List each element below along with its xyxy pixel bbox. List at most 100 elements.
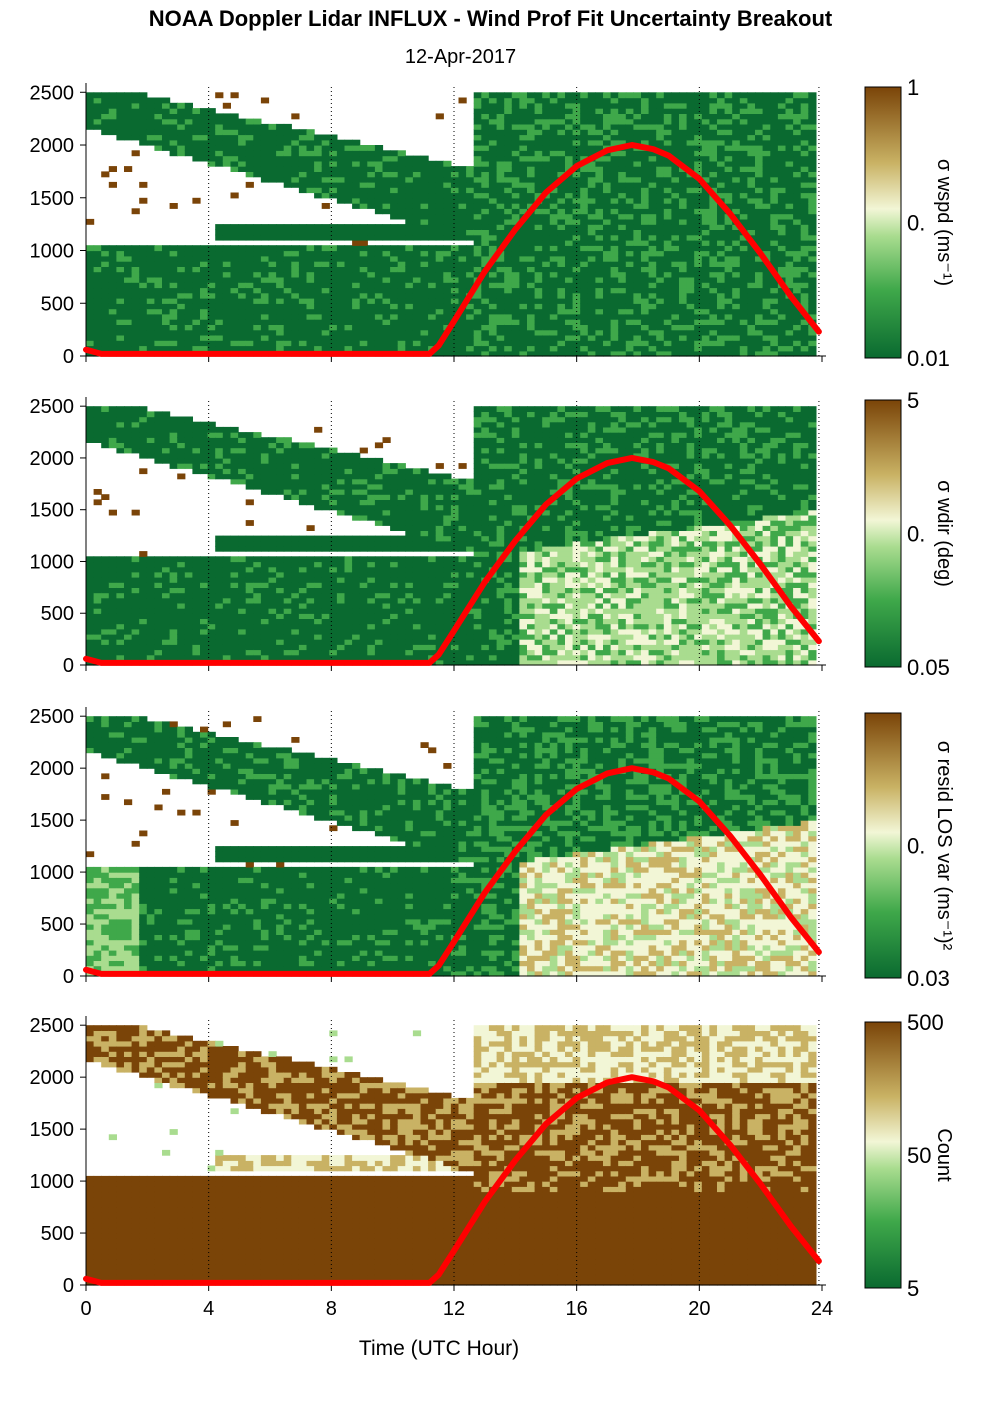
heatmap-cell — [732, 334, 741, 341]
heatmap-cell — [679, 176, 688, 183]
heatmap-cell — [458, 287, 467, 294]
heatmap-cell — [603, 192, 612, 199]
heatmap-cell — [633, 292, 642, 299]
heatmap-cell — [679, 208, 688, 215]
heatmap-cell — [306, 181, 315, 188]
heatmap-cell — [504, 308, 513, 315]
heatmap-cell — [260, 473, 270, 480]
heatmap-cell — [572, 139, 581, 146]
heatmap-cell — [268, 577, 277, 583]
heatmap-cell — [169, 457, 178, 464]
heatmap-cell — [359, 334, 368, 341]
heatmap-cell — [283, 602, 292, 609]
heatmap-cell — [382, 208, 391, 215]
heatmap-cell — [276, 329, 285, 336]
heatmap-cell — [625, 340, 634, 347]
heatmap-cell — [260, 618, 270, 625]
heatmap-cell — [679, 255, 688, 262]
heatmap-cell — [344, 255, 353, 262]
heatmap-cell — [86, 324, 95, 331]
heatmap-cell — [222, 145, 231, 151]
heatmap-cell — [488, 187, 498, 194]
heatmap-cell — [625, 303, 634, 310]
heatmap-cell — [420, 303, 429, 310]
heatmap-cell — [739, 218, 748, 225]
heatmap-cell — [169, 308, 178, 315]
heatmap-cell — [618, 266, 627, 273]
heatmap-cell — [139, 613, 148, 619]
heatmap-cell — [481, 92, 490, 99]
heatmap-cell — [184, 587, 193, 594]
heatmap-cell — [154, 345, 163, 352]
heatmap-cell — [686, 218, 695, 225]
heatmap-cell — [542, 166, 551, 172]
heatmap-cell — [86, 303, 95, 310]
heatmap-cell — [466, 181, 475, 188]
heatmap-cell — [701, 319, 710, 325]
heatmap-cell — [519, 298, 528, 304]
heatmap-cell — [268, 457, 277, 464]
heatmap-cell — [504, 271, 513, 278]
heatmap-cell — [785, 113, 794, 120]
heatmap-cell — [139, 633, 148, 640]
heatmap-cell — [222, 324, 231, 331]
heatmap-cell — [488, 324, 498, 331]
heatmap-cell — [527, 197, 536, 204]
heatmap-cell — [268, 340, 277, 347]
heatmap-cell — [458, 171, 467, 178]
heatmap-cell — [306, 628, 315, 635]
heatmap-cell — [93, 623, 102, 630]
heatmap-cell — [268, 224, 277, 230]
heatmap-cell — [534, 334, 543, 341]
heatmap-cell — [443, 255, 452, 262]
heatmap-cell — [298, 602, 308, 609]
heatmap-cell — [245, 535, 254, 542]
heatmap-cell — [458, 350, 467, 357]
heatmap-cell — [162, 108, 171, 114]
heatmap-cell — [298, 644, 308, 651]
heatmap-cell — [648, 218, 657, 225]
heatmap-cell — [466, 340, 475, 347]
heatmap-cell — [800, 197, 809, 204]
heatmap-cell — [222, 535, 231, 542]
heatmap-cell — [504, 266, 513, 273]
heatmap-cell — [207, 261, 216, 267]
heatmap-cell — [580, 345, 589, 352]
heatmap-cell — [785, 203, 794, 209]
heatmap-cell — [329, 292, 338, 299]
heatmap-cell — [504, 345, 513, 352]
heatmap-cell — [724, 129, 733, 136]
heatmap-cell — [595, 261, 604, 267]
heatmap-cell — [162, 102, 171, 109]
heatmap-cell — [732, 292, 741, 299]
heatmap-cell — [412, 234, 422, 241]
heatmap-cell — [276, 276, 285, 283]
heatmap-cell — [511, 213, 520, 220]
heatmap-cell — [755, 329, 764, 336]
heatmap-cell — [808, 213, 817, 220]
heatmap-cell — [154, 271, 163, 278]
heatmap-cell — [511, 240, 520, 246]
heatmap-cell — [329, 313, 338, 320]
heatmap-cell — [352, 266, 361, 273]
heatmap-cell — [352, 234, 361, 241]
heatmap-cell — [131, 150, 140, 157]
heatmap-cell — [511, 176, 520, 183]
heatmap-cell — [200, 587, 209, 594]
heatmap-cell — [352, 324, 361, 331]
heatmap-cell — [321, 224, 330, 230]
heatmap-cell — [101, 442, 110, 449]
heatmap-cell — [481, 313, 490, 320]
heatmap-cell — [177, 628, 186, 635]
heatmap-cell — [603, 187, 612, 194]
heatmap-cell — [192, 468, 201, 475]
heatmap-cell — [253, 345, 262, 352]
heatmap-cell — [686, 123, 695, 130]
heatmap-cell — [549, 308, 558, 315]
heatmap-cell — [146, 108, 155, 114]
heatmap-cell — [131, 245, 140, 252]
heatmap-cell — [116, 597, 125, 604]
heatmap-cell — [215, 287, 224, 294]
heatmap-cell — [276, 155, 285, 162]
heatmap-cell — [268, 255, 277, 262]
